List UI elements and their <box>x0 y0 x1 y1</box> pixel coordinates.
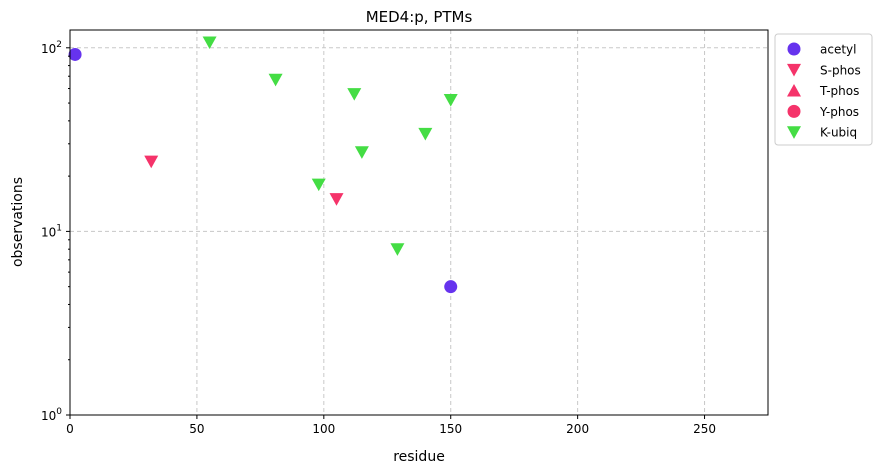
K-ubiq-point <box>347 88 362 101</box>
y-tick-label: 102 <box>41 40 62 56</box>
legend-marker <box>787 104 801 118</box>
K-ubiq-point <box>443 93 458 107</box>
legend-label: K-ubiq <box>820 126 857 140</box>
x-tick-label: 250 <box>693 422 716 436</box>
plot-frame <box>69 29 769 416</box>
legend-frame <box>774 33 873 146</box>
x-axis-title: residue <box>393 449 445 465</box>
x-tick-label: 200 <box>566 422 589 436</box>
K-ubiq-point <box>268 73 283 87</box>
K-ubiq-point <box>354 146 369 159</box>
legend-label: acetyl <box>820 43 856 57</box>
K-ubiq-point <box>311 178 326 192</box>
y-axis-title: observations <box>10 177 26 267</box>
x-axis: 0 50 100 150 200 250 <box>66 415 716 436</box>
x-tick-label: 50 <box>189 422 204 436</box>
y-tick-label: 100 <box>41 407 62 423</box>
y-tick-label: 101 <box>41 223 62 239</box>
K-ubiq-point <box>418 127 433 141</box>
grid-lines <box>70 30 768 415</box>
plot-background <box>70 30 768 415</box>
x-tick-label: 150 <box>439 422 462 436</box>
x-tick-label: 100 <box>312 422 335 436</box>
legend: acetyl S-phos T-phos Y-phos K-ubiq <box>774 33 873 146</box>
K-ubiq-point <box>202 36 217 50</box>
data-points <box>68 36 458 294</box>
legend-marker <box>787 63 801 77</box>
K-ubiq-point <box>390 243 405 256</box>
x-tick-label: 0 <box>66 422 74 436</box>
S-phos-point <box>144 155 159 169</box>
legend-marker <box>787 42 801 56</box>
legend-marker <box>787 126 801 139</box>
legend-label: T-phos <box>819 84 859 98</box>
legend-marker <box>787 83 801 97</box>
y-axis: 100 101 102 <box>41 40 70 423</box>
S-phos-point <box>329 193 344 206</box>
acetyl-point <box>444 280 458 294</box>
legend-label: Y-phos <box>819 105 859 119</box>
legend-label: S-phos <box>820 63 861 77</box>
chart-title: MED4:p, PTMs <box>366 8 473 26</box>
acetyl-point <box>68 47 82 61</box>
